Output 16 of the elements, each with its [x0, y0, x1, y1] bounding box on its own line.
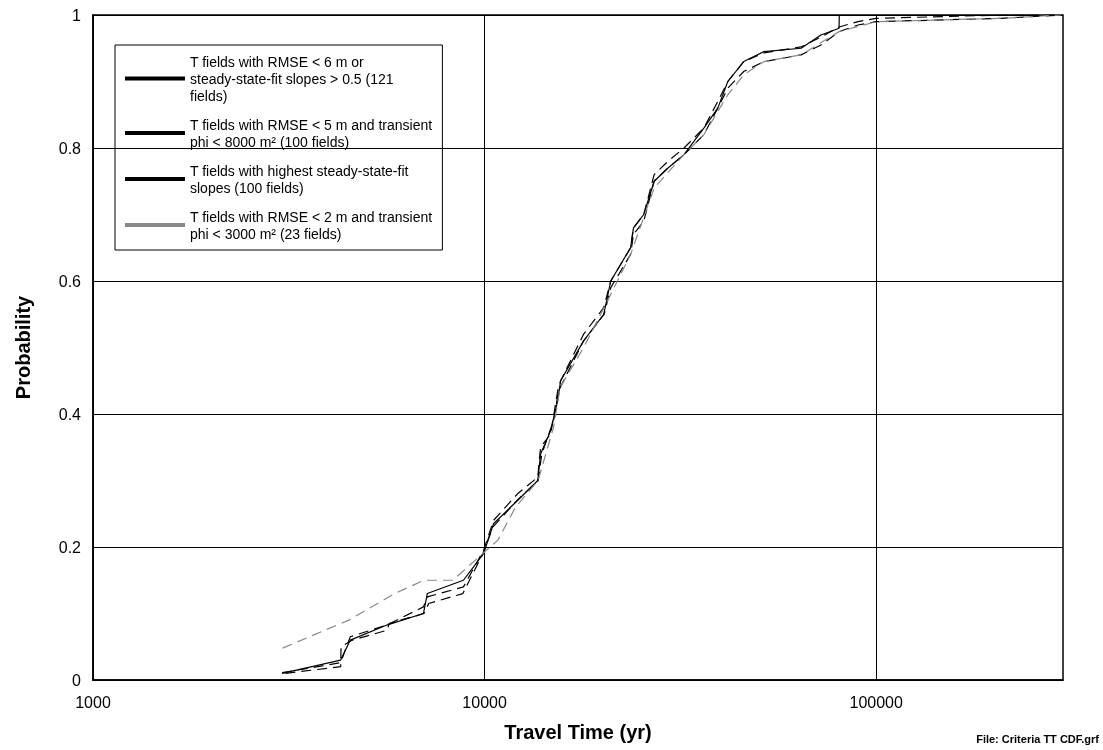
y-tick-label: 0.8	[58, 139, 82, 157]
x-tick-label: 100000	[849, 693, 903, 711]
x-tick-label: 10000	[462, 693, 507, 711]
legend-label: T fields with RMSE < 5 m and transient phi < 8000 m² (100 fields)	[190, 116, 433, 150]
y-tick-label: 1	[72, 6, 82, 24]
y-axis-title: Probability	[12, 294, 34, 400]
y-tick-label: 0.6	[58, 272, 82, 290]
x-tick-label: 1000	[75, 693, 111, 711]
text: File: Criteria TT CDF.grf	[976, 732, 1100, 745]
legend-label: T fields with RMSE < 6 m or steady-state-fit slopes > 0.5 (121 fields)	[190, 53, 394, 104]
legend-label: T fields with RMSE < 2 m and transient phi < 3000 m² (23 fields)	[190, 208, 433, 242]
y-tick-label: 0.2	[58, 538, 82, 556]
y-tick-label: 0.4	[58, 405, 82, 423]
legend-label: T fields with highest steady-state-fit slopes (100 fields)	[190, 162, 409, 196]
x-axis-title: Travel Time (yr)	[504, 721, 652, 743]
y-tick-label: 0	[72, 671, 82, 689]
